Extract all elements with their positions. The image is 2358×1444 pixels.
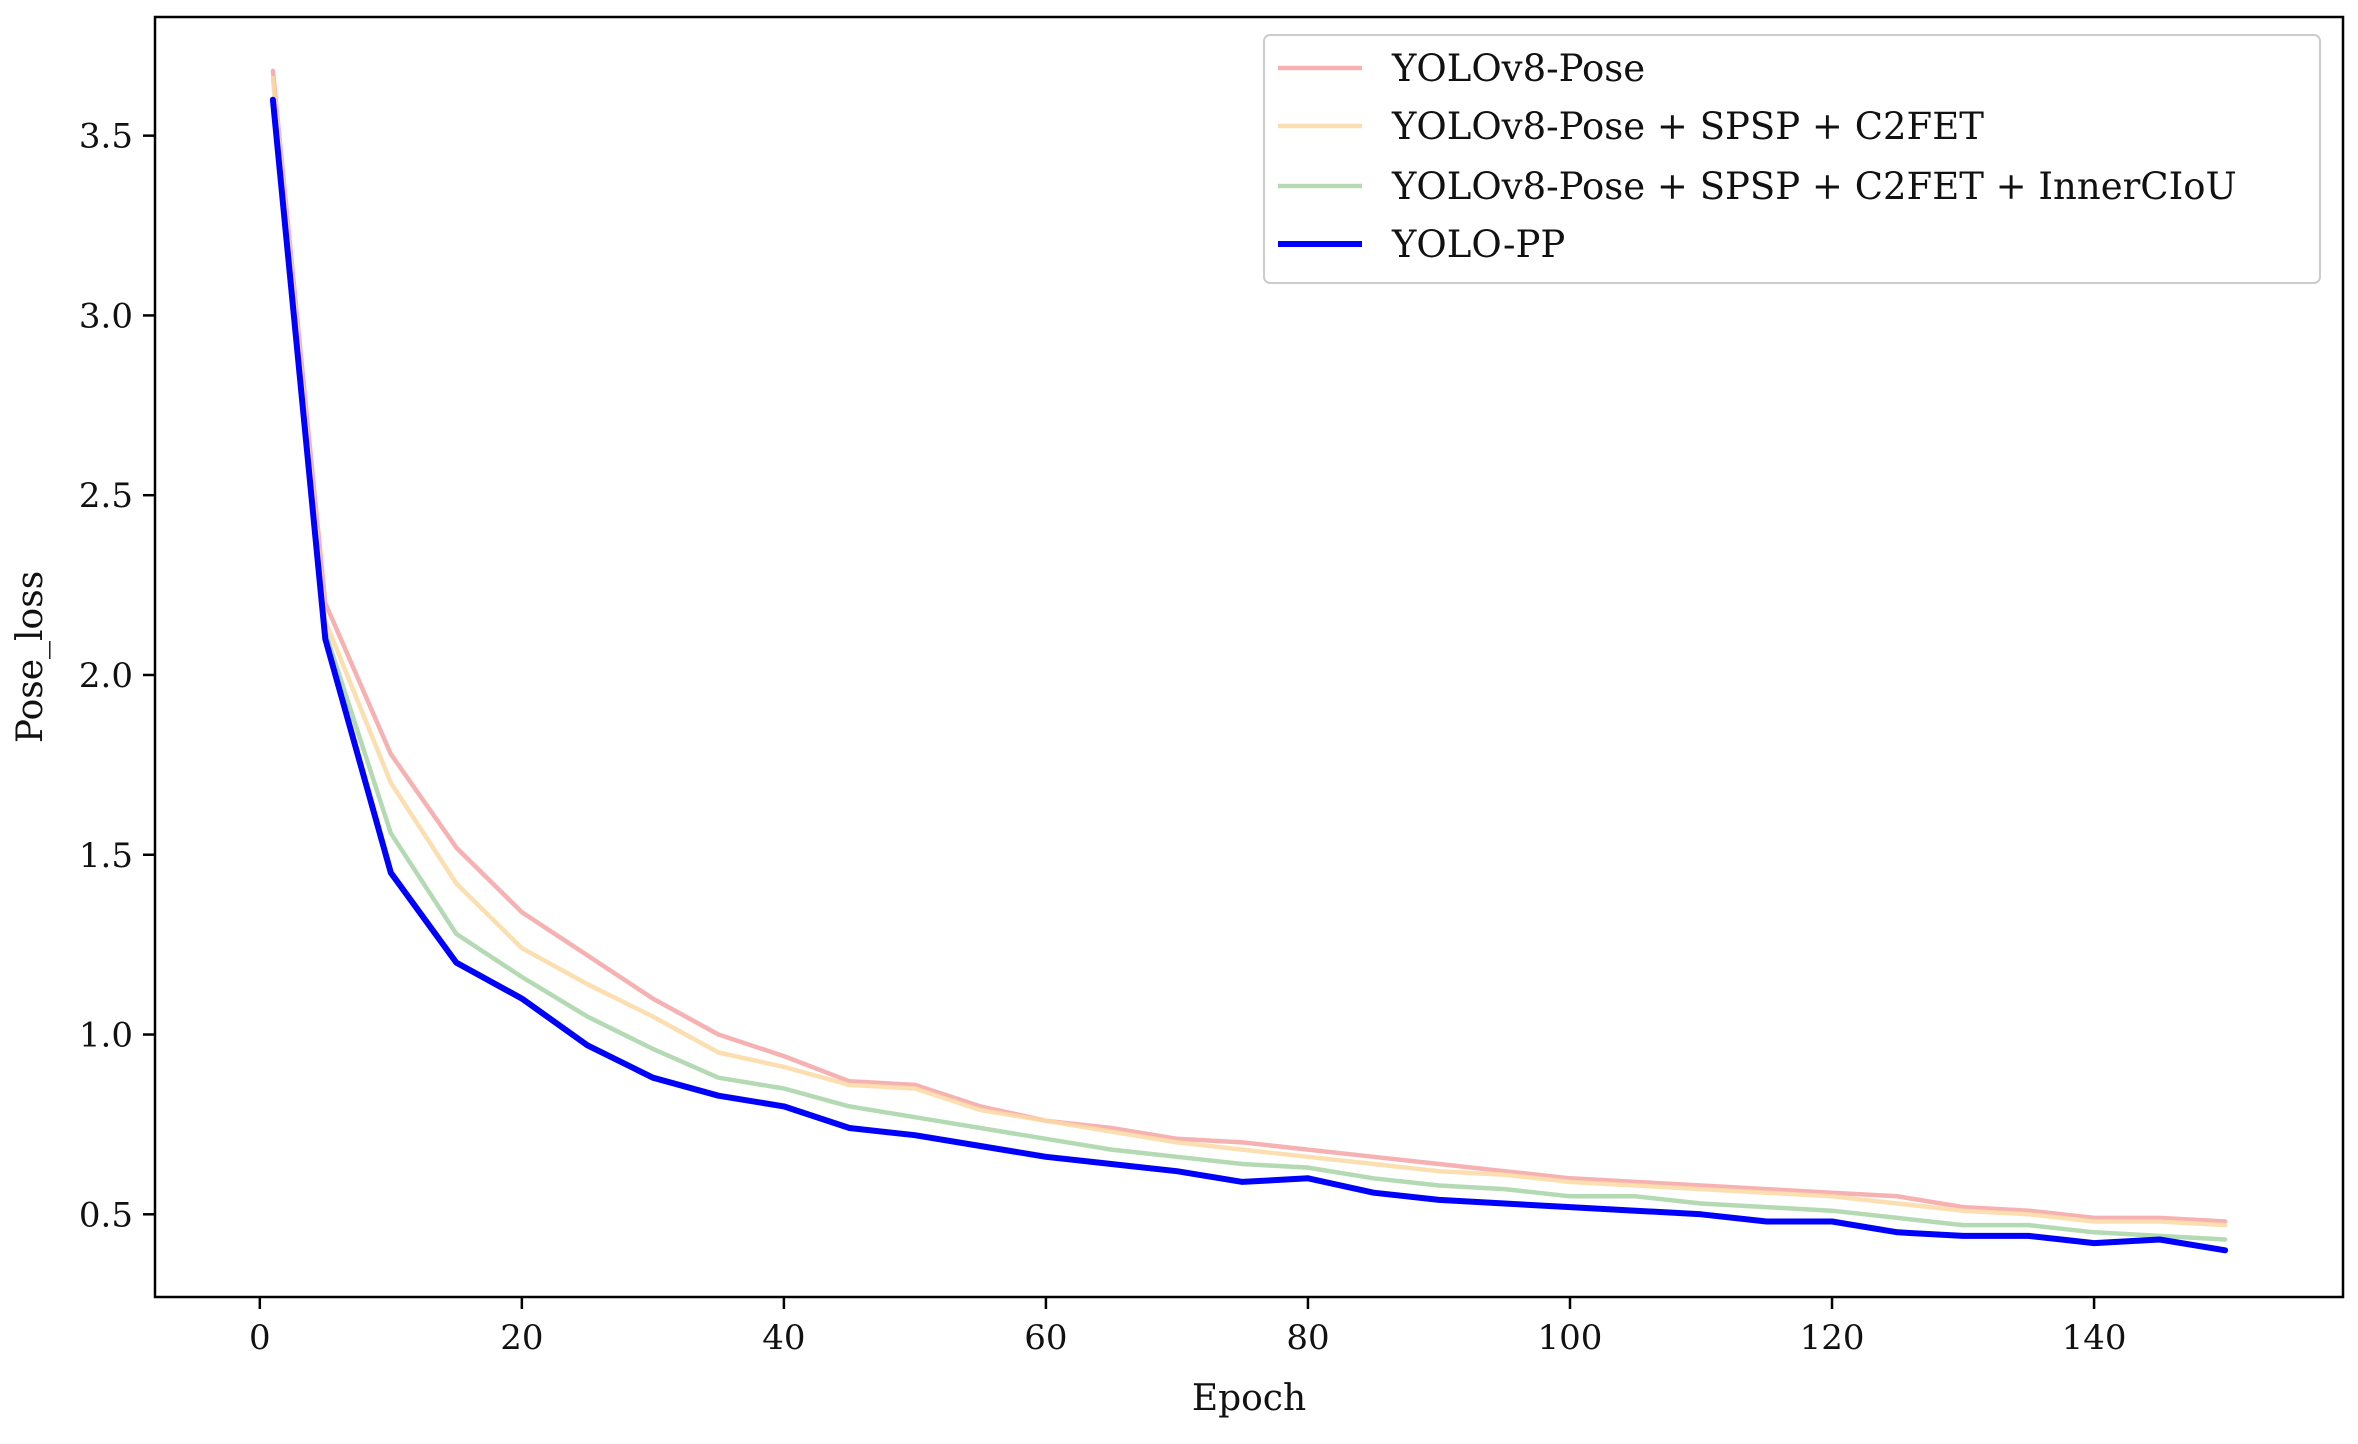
y-axis-ticks: 0.5 1.0 1.5 2.0 2.5 3.0 3.5 [79, 117, 155, 1235]
legend-label: YOLO-PP [1391, 223, 1565, 266]
y-axis-title: Pose_loss [10, 571, 51, 743]
x-tick-label: 0 [249, 1318, 271, 1358]
x-tick-label: 120 [1800, 1318, 1865, 1358]
legend-label: YOLOv8-Pose + SPSP + C2FET [1391, 105, 1984, 148]
y-tick-label: 1.5 [79, 836, 133, 876]
series-line [270, 97, 2228, 1242]
y-tick-label: 1.0 [79, 1016, 133, 1056]
y-tick-label: 0.5 [79, 1195, 133, 1235]
x-tick-label: 60 [1024, 1318, 1067, 1358]
legend: YOLOv8-Pose YOLOv8-Pose + SPSP + C2FET YOL… [1263, 34, 2321, 284]
legend-box [1263, 34, 2321, 284]
x-axis-ticks: 0 20 40 60 80 100 120 140 [249, 1297, 2127, 1358]
series-lines [269, 68, 2229, 1254]
x-tick-label: 40 [762, 1318, 805, 1358]
x-tick-label: 80 [1286, 1318, 1329, 1358]
x-tick-label: 20 [500, 1318, 543, 1358]
x-tick-label: 140 [2062, 1318, 2127, 1358]
series-line [269, 96, 2229, 1254]
y-tick-label: 2.5 [79, 476, 133, 516]
y-tick-label: 3.0 [79, 296, 133, 336]
y-tick-label: 3.5 [79, 117, 133, 157]
legend-label: YOLOv8-Pose + SPSP + C2FET + InnerCIoU [1391, 165, 2237, 208]
plot-frame [153, 15, 2345, 1299]
x-tick-label: 100 [1538, 1318, 1603, 1358]
legend-label: YOLOv8-Pose [1391, 47, 1645, 90]
legend-entries: YOLOv8-Pose YOLOv8-Pose + SPSP + C2FET YOL… [1278, 47, 2237, 266]
series-line [270, 68, 2228, 1224]
y-tick-label: 2.0 [79, 656, 133, 696]
series-line [270, 75, 2228, 1228]
x-axis-title: Epoch [1192, 1378, 1306, 1419]
